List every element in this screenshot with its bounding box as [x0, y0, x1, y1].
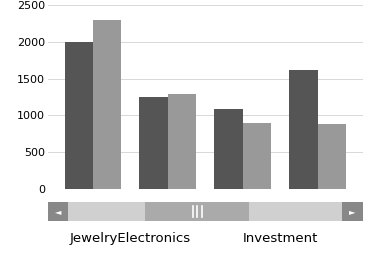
Bar: [168, 94, 196, 189]
Bar: [93, 20, 121, 189]
Bar: [139, 97, 168, 189]
Bar: [318, 124, 346, 189]
Bar: [243, 123, 271, 189]
Bar: [65, 42, 93, 189]
Bar: [214, 110, 243, 189]
Text: JewelryElectronics: JewelryElectronics: [70, 232, 191, 245]
Text: ►: ►: [349, 207, 356, 216]
Text: ◄: ◄: [55, 207, 61, 216]
Bar: [289, 70, 318, 189]
Text: Investment: Investment: [243, 232, 318, 245]
